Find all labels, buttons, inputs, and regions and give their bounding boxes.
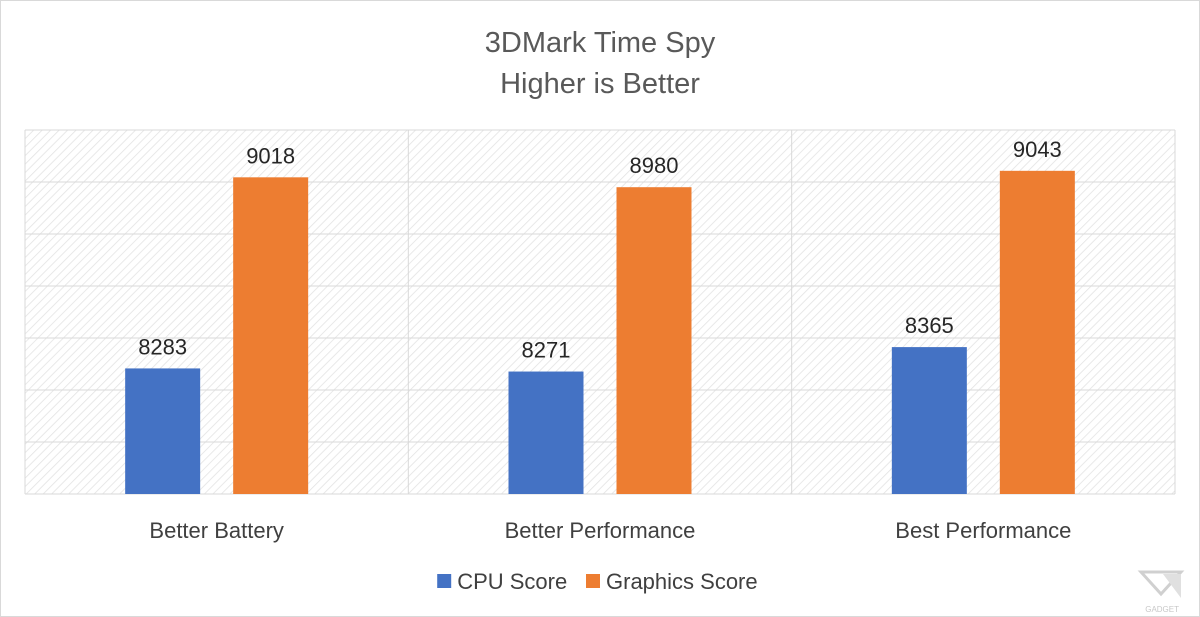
- legend-label-graphics-score: Graphics Score: [606, 569, 758, 594]
- data-label-cpu-score: 8271: [522, 338, 571, 363]
- plot-area: [25, 130, 1175, 494]
- category-label: Better Battery: [149, 518, 284, 543]
- legend-swatch-graphics-score: [586, 574, 600, 588]
- legend: CPU Score Graphics Score: [437, 569, 758, 594]
- category-label: Best Performance: [895, 518, 1071, 543]
- watermark-logo: GADGET: [1137, 570, 1185, 614]
- data-label-cpu-score: 8365: [905, 313, 954, 338]
- category-labels: Better Battery Better Performance Best Per…: [149, 518, 1071, 543]
- data-label-graphics-score: 8980: [630, 153, 679, 178]
- data-labels: 8283 9018 8271 8980 8365 9043: [138, 137, 1062, 363]
- bar-cpu-score: [125, 368, 201, 494]
- data-label-graphics-score: 9043: [1013, 137, 1062, 162]
- bars: [125, 170, 1075, 494]
- bar-graphics-score: [999, 170, 1075, 494]
- category-label: Better Performance: [505, 518, 696, 543]
- legend-label-cpu-score: CPU Score: [457, 569, 567, 594]
- bar-cpu-score: [891, 347, 967, 494]
- watermark-logo-inner: [1163, 574, 1181, 598]
- chart-title: 3DMark Time Spy: [485, 27, 716, 59]
- legend-swatch-cpu-score: [437, 574, 452, 588]
- data-label-cpu-score: 8283: [138, 334, 187, 359]
- gridlines: [24, 129, 1176, 495]
- bar-graphics-score: [233, 177, 309, 494]
- bar-graphics-score: [616, 187, 692, 494]
- data-label-graphics-score: 9018: [246, 143, 295, 168]
- chart-subtitle: Higher is Better: [500, 68, 700, 100]
- bar-cpu-score: [508, 371, 584, 494]
- watermark-text: GADGET: [1145, 605, 1179, 614]
